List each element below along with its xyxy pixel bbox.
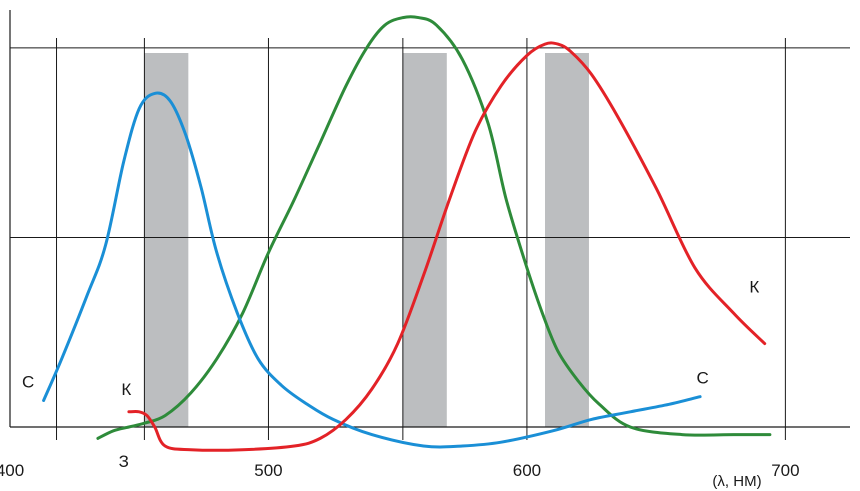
band-3 [545,53,589,427]
x-tick-label-600: 600 [513,461,541,480]
curve-label-4: К [749,278,759,297]
x-tick-label-500: 500 [254,461,282,480]
x-tick-label-700: 700 [771,461,799,480]
x-tick-label-400: 400 [0,461,24,480]
band-1 [144,53,189,427]
labels: (λ, НМ) 400 500 600 700 С К З К С [0,278,800,490]
curve-label-3: З [119,452,129,471]
axes [9,10,850,428]
curve-label-2: К [121,380,131,399]
band-2 [402,53,447,427]
highlight-bands [144,53,589,427]
curve-label-1: С [22,373,34,392]
x-axis-unit-label: (λ, НМ) [712,473,761,490]
gridlines [10,38,850,440]
series-line-2 [127,41,767,452]
series-line-0 [42,91,702,449]
series-lines [42,15,772,452]
series-line-1 [96,15,772,440]
curve-label-5: С [697,369,709,388]
